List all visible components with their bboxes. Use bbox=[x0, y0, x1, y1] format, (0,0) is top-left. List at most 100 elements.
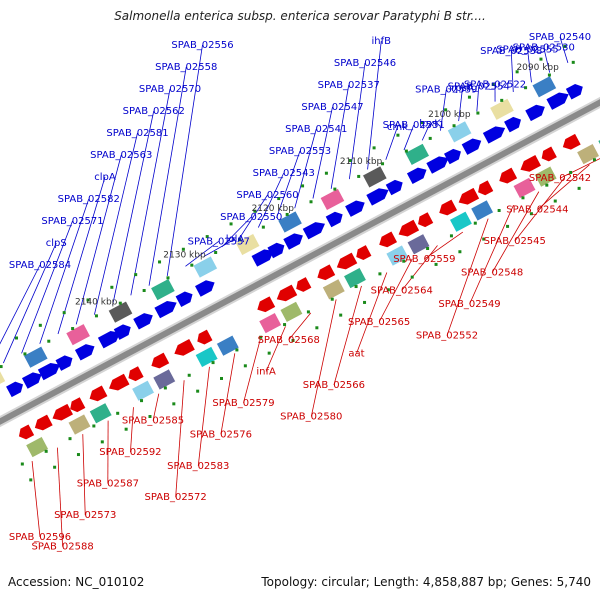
track-marker bbox=[571, 60, 575, 64]
leader-line bbox=[543, 47, 551, 73]
track-marker bbox=[339, 313, 343, 317]
track-marker bbox=[449, 234, 453, 238]
track-marker bbox=[547, 73, 551, 77]
leader-line bbox=[403, 124, 415, 151]
reverse-gene-label: SPAB_02565 bbox=[348, 317, 410, 328]
reverse-gene-arrow bbox=[174, 339, 195, 356]
track-marker bbox=[482, 237, 486, 241]
track-marker bbox=[515, 70, 519, 74]
forward-gene-label: SPAB_02563 bbox=[90, 150, 152, 161]
leader-line bbox=[152, 393, 160, 421]
track-marker bbox=[62, 311, 66, 315]
forward-gene-arrow bbox=[366, 188, 389, 206]
reverse-gene-label: SPAB_02596 bbox=[9, 532, 71, 543]
track-marker bbox=[491, 82, 495, 86]
reverse-gene-arrow bbox=[109, 373, 130, 391]
scale-label: 2140 kbp bbox=[75, 298, 118, 308]
forward-gene-arrow bbox=[565, 84, 583, 100]
leader-line bbox=[243, 339, 261, 403]
track-marker bbox=[214, 250, 218, 254]
reverse-gene-arrow bbox=[34, 414, 53, 431]
forward-gene-label: SPAB_02537 bbox=[318, 80, 380, 91]
scale-label: 2130 kbp bbox=[163, 251, 206, 261]
track-marker bbox=[404, 149, 408, 153]
track-marker bbox=[497, 208, 501, 212]
reverse-gene-label: SPAB_02542 bbox=[529, 173, 591, 184]
track-marker bbox=[444, 108, 448, 112]
leader-line bbox=[385, 126, 398, 160]
reverse-gene-label: SPAB_02587 bbox=[77, 479, 139, 490]
reverse-gene-arrow bbox=[70, 397, 86, 413]
leader-line bbox=[458, 87, 463, 122]
forward-gene-arrow bbox=[345, 200, 365, 217]
reverse-gene-arrow bbox=[276, 284, 298, 302]
track-marker bbox=[410, 275, 414, 279]
forward-gene-label: SPAB_02540 bbox=[529, 32, 591, 43]
reverse-feature-block bbox=[216, 334, 240, 357]
track-marker bbox=[354, 285, 358, 289]
track-marker bbox=[163, 386, 167, 390]
forward-gene-arrow bbox=[74, 344, 95, 361]
leader-line bbox=[2, 242, 57, 364]
forward-gene-arrow bbox=[37, 362, 61, 381]
reverse-gene-arrow bbox=[398, 219, 420, 237]
forward-gene-label: clpS bbox=[46, 238, 67, 249]
track-marker bbox=[116, 411, 120, 415]
scale-labels: 2090 kbp 2100 kbp 2110 kbp 2120 kbp 2130 kbp… bbox=[75, 63, 559, 308]
track-marker bbox=[219, 376, 223, 380]
leader-line bbox=[130, 407, 134, 453]
track-marker bbox=[577, 186, 581, 190]
leader-line bbox=[527, 49, 532, 83]
track-marker bbox=[291, 338, 295, 342]
forward-gene-label: SPAB_02541 bbox=[285, 124, 347, 135]
reverse-feature-block bbox=[322, 278, 346, 301]
forward-gene-arrow bbox=[175, 291, 193, 308]
track-marker bbox=[211, 361, 215, 365]
leader-line bbox=[559, 158, 600, 179]
reverse-gene-label: SPAB_02580 bbox=[280, 411, 342, 422]
reverse-gene-arrow bbox=[197, 329, 213, 345]
reverse-feature-block bbox=[385, 244, 409, 267]
reverse-gene-label: SPAB_02592 bbox=[99, 447, 161, 458]
forward-gene-label: rpsA bbox=[451, 83, 474, 94]
leader-line bbox=[175, 380, 185, 498]
gene-labels: SPAB_02540SPAB_02530SPAB_02555SPAB_02538… bbox=[9, 32, 591, 553]
track-marker bbox=[0, 365, 3, 369]
forward-gene-label: SPAB_02555 bbox=[496, 44, 558, 55]
track-marker bbox=[172, 402, 176, 406]
track-marker bbox=[521, 196, 525, 200]
forward-gene-label: SPAB_02570 bbox=[139, 84, 201, 95]
reverse-gene-arrow bbox=[52, 403, 73, 421]
forward-gene-arrow bbox=[406, 167, 427, 185]
scale-label: 2120 kbp bbox=[252, 204, 295, 214]
leader-line bbox=[75, 154, 122, 325]
track-marker bbox=[267, 351, 271, 355]
reverse-gene-arrow bbox=[520, 155, 541, 172]
leader-line bbox=[330, 84, 350, 189]
reverse-gene-label: SPAB_02564 bbox=[371, 286, 433, 297]
track-marker bbox=[110, 285, 114, 289]
reverse-gene-label: infA bbox=[256, 366, 276, 377]
leader-line bbox=[310, 299, 337, 417]
reverse-feature-block bbox=[512, 177, 537, 199]
forward-feature-block bbox=[277, 210, 303, 234]
forward-feature-block bbox=[404, 143, 430, 166]
scale-label: 2100 kbp bbox=[428, 110, 471, 120]
forward-gene-arrow bbox=[546, 92, 569, 110]
track-marker bbox=[92, 424, 96, 428]
reverse-gene-label: SPAB_02579 bbox=[212, 398, 274, 409]
track-marker bbox=[539, 57, 543, 61]
forward-gene-arrow bbox=[525, 104, 545, 122]
reverse-gene-label: SPAB_02548 bbox=[461, 268, 523, 279]
forward-gene-label: SPAB_02553 bbox=[269, 146, 331, 157]
reverse-feature-block bbox=[258, 312, 282, 334]
forward-gene-arrow bbox=[55, 355, 73, 371]
leader-line bbox=[348, 62, 366, 180]
leader-line bbox=[510, 50, 514, 92]
track-marker bbox=[86, 298, 90, 302]
forward-gene-label: lpxK bbox=[419, 118, 441, 129]
feature-tracks bbox=[0, 75, 600, 458]
reverse-gene-arrow bbox=[458, 187, 480, 205]
forward-gene-label: SPAB_02571 bbox=[41, 216, 103, 227]
forward-gene-arrow bbox=[97, 331, 121, 349]
